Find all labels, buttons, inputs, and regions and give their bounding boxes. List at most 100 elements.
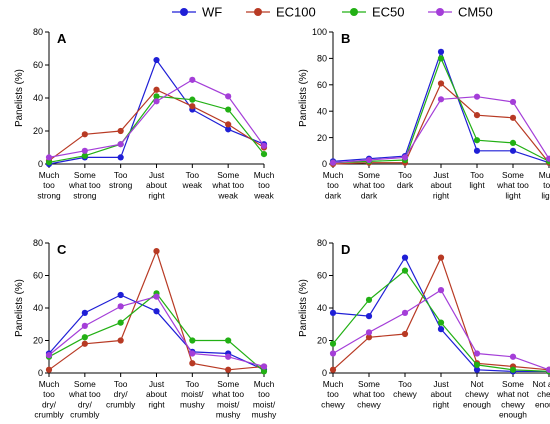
x-tick-label-line: Too bbox=[114, 170, 128, 180]
data-point bbox=[365, 313, 373, 320]
x-tick-label-line: about bbox=[146, 180, 168, 190]
data-point bbox=[117, 291, 124, 299]
data-point bbox=[189, 96, 196, 103]
data-point bbox=[260, 368, 268, 375]
panel-label: A bbox=[57, 31, 67, 46]
x-tick-label-line: Some bbox=[358, 379, 380, 389]
x-tick-label-line: what too bbox=[68, 389, 101, 399]
y-axis-label: Panelists (%) bbox=[14, 69, 25, 127]
series-cm50 bbox=[45, 293, 268, 370]
y-tick-label: 40 bbox=[317, 303, 327, 313]
x-tick-label-line: Too bbox=[114, 379, 128, 389]
data-point bbox=[401, 154, 409, 161]
data-point bbox=[473, 147, 481, 154]
series-ec50 bbox=[45, 290, 268, 375]
data-point bbox=[365, 329, 373, 336]
legend: WF EC100 EC50 CM50 bbox=[172, 5, 493, 20]
y-axis-label: Panelists (%) bbox=[298, 69, 309, 127]
data-point bbox=[153, 86, 160, 93]
x-tick-label-line: what too bbox=[68, 180, 101, 190]
x-tick-label-line: Some bbox=[217, 170, 239, 180]
data-point bbox=[473, 361, 481, 368]
x-tick-label-line: what too bbox=[352, 180, 385, 190]
x-tick-label-line: strong bbox=[73, 190, 97, 200]
x-tick-label-line: Some bbox=[217, 379, 239, 389]
y-tick-label: 20 bbox=[33, 126, 43, 136]
x-tick-label: Not at allchewyenough bbox=[532, 379, 550, 409]
data-point bbox=[401, 330, 409, 338]
x-tick-label-line: Just bbox=[149, 170, 165, 180]
data-point bbox=[365, 334, 373, 341]
series-wf bbox=[45, 291, 268, 373]
data-point bbox=[189, 103, 196, 110]
x-tick-label-line: Much bbox=[39, 170, 60, 180]
x-tick-label-line: mushy bbox=[180, 399, 205, 409]
x-tick-label-line: crumbly bbox=[106, 399, 136, 409]
y-tick-label: 40 bbox=[33, 303, 43, 313]
y-tick-label: 0 bbox=[38, 159, 43, 169]
data-point bbox=[117, 127, 124, 135]
data-point bbox=[81, 131, 88, 138]
data-point bbox=[329, 366, 337, 373]
data-point bbox=[509, 114, 517, 121]
data-point bbox=[473, 112, 481, 119]
x-tick-label-line: right bbox=[148, 399, 165, 409]
series-line bbox=[48, 294, 265, 371]
x-tick-label-line: what too bbox=[211, 389, 244, 399]
x-tick-label-line: crumbly bbox=[70, 410, 100, 420]
data-point bbox=[545, 366, 550, 373]
data-point bbox=[473, 137, 481, 144]
series-line bbox=[332, 256, 549, 372]
x-tick-label-line: Some bbox=[74, 379, 96, 389]
data-point bbox=[225, 93, 232, 100]
x-tick-label-line: dark bbox=[361, 190, 378, 200]
x-tick-label-line: chewy bbox=[501, 399, 526, 409]
data-point bbox=[81, 334, 88, 341]
x-tick-label-line: Just bbox=[433, 170, 449, 180]
x-tick-label-line: moist/ bbox=[181, 389, 204, 399]
x-tick-label-line: too bbox=[543, 180, 550, 190]
x-tick-label-line: dark bbox=[397, 180, 414, 190]
x-tick-label-line: moist/ bbox=[217, 399, 240, 409]
x-tick-label-line: enough bbox=[499, 410, 527, 420]
y-tick-label: 20 bbox=[33, 336, 43, 346]
data-point bbox=[81, 309, 88, 316]
x-tick-label-line: right bbox=[148, 190, 165, 200]
legend-label: EC50 bbox=[372, 5, 405, 20]
x-tick-label-line: Too bbox=[186, 379, 200, 389]
data-point bbox=[329, 159, 337, 166]
x-tick-label-line: dry/ bbox=[114, 389, 129, 399]
data-point bbox=[153, 308, 160, 315]
x-tick-label-line: strong bbox=[37, 190, 61, 200]
series-line bbox=[332, 256, 550, 371]
x-tick-label-line: crumbly bbox=[34, 410, 64, 420]
y-tick-label: 60 bbox=[317, 80, 327, 90]
data-point bbox=[225, 337, 232, 344]
y-tick-label: 80 bbox=[33, 27, 43, 37]
series-wf bbox=[329, 254, 550, 375]
data-point bbox=[401, 254, 409, 261]
x-tick-label-line: too bbox=[43, 389, 55, 399]
data-point bbox=[45, 366, 53, 373]
x-tick-label-line: Some bbox=[502, 170, 524, 180]
x-tick-label-line: weak bbox=[217, 190, 238, 200]
x-tick-label-line: Too bbox=[186, 170, 200, 180]
x-tick-label-line: dry/ bbox=[78, 399, 93, 409]
series-cm50 bbox=[329, 93, 550, 166]
data-point bbox=[45, 159, 53, 166]
data-point bbox=[401, 267, 409, 274]
data-point bbox=[509, 98, 517, 106]
